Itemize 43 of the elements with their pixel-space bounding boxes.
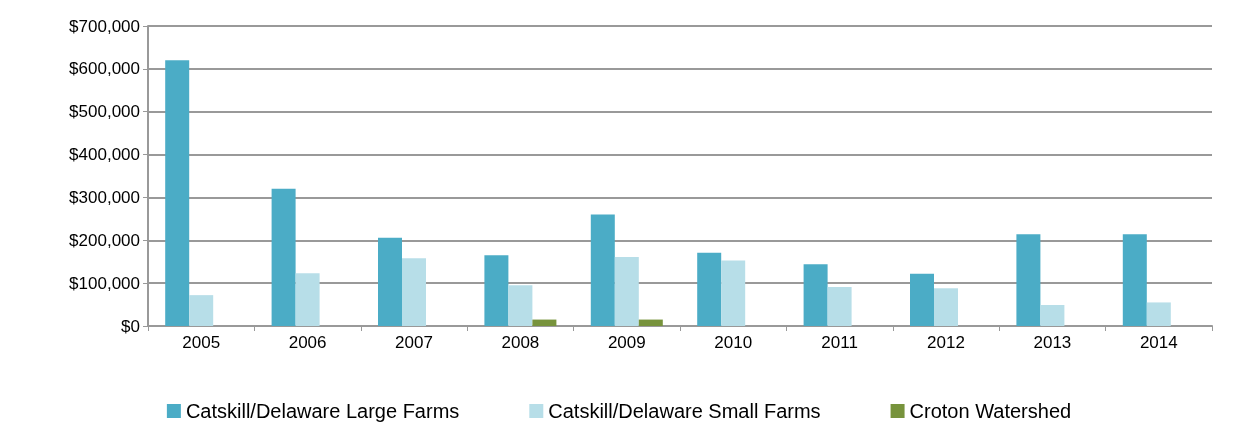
y-tick-label: $400,000 <box>69 145 140 165</box>
bar <box>590 214 615 326</box>
legend-label: Catskill/Delaware Large Farms <box>185 400 460 422</box>
x-tick-label: 2008 <box>501 333 540 352</box>
y-tick-label: $300,000 <box>69 187 140 207</box>
bar <box>378 237 402 326</box>
legend-label: Croton Watershed <box>909 400 1072 422</box>
x-tick-label: 2012 <box>927 333 965 352</box>
bar <box>827 287 852 326</box>
bar <box>803 264 828 326</box>
bar <box>910 273 934 326</box>
bar <box>189 295 214 326</box>
bar <box>1122 234 1147 326</box>
bar <box>508 285 533 326</box>
y-tick-label: $500,000 <box>69 102 140 122</box>
x-tick-label: 2011 <box>821 333 858 352</box>
y-tick-label: $100,000 <box>69 273 140 293</box>
legend-label: Catskill/Delaware Small Farms <box>548 400 821 422</box>
bar <box>614 257 639 326</box>
bar <box>1040 305 1065 326</box>
y-tick-label: $600,000 <box>69 59 140 79</box>
x-tick-label: 2007 <box>395 333 433 352</box>
bar <box>271 188 296 326</box>
y-tick-label: $700,000 <box>69 16 140 36</box>
bar <box>638 319 663 326</box>
x-tick-label: 2010 <box>714 333 753 352</box>
bar <box>721 260 746 326</box>
bar <box>1016 234 1041 326</box>
bar <box>165 60 190 326</box>
bar <box>934 288 958 326</box>
bar <box>1146 302 1171 326</box>
bar <box>484 255 509 326</box>
y-tick-label: $0 <box>121 316 140 336</box>
y-tick-label: $200,000 <box>69 230 140 250</box>
x-tick-label: 2006 <box>288 333 327 352</box>
bar <box>532 319 557 326</box>
x-tick-label: 2013 <box>1033 333 1072 352</box>
bar <box>697 252 722 326</box>
bar <box>295 273 320 326</box>
bar <box>402 258 426 326</box>
x-tick-label: 2005 <box>182 333 221 352</box>
x-tick-label: 2009 <box>607 333 646 352</box>
x-tick-label: 2014 <box>1139 333 1178 352</box>
